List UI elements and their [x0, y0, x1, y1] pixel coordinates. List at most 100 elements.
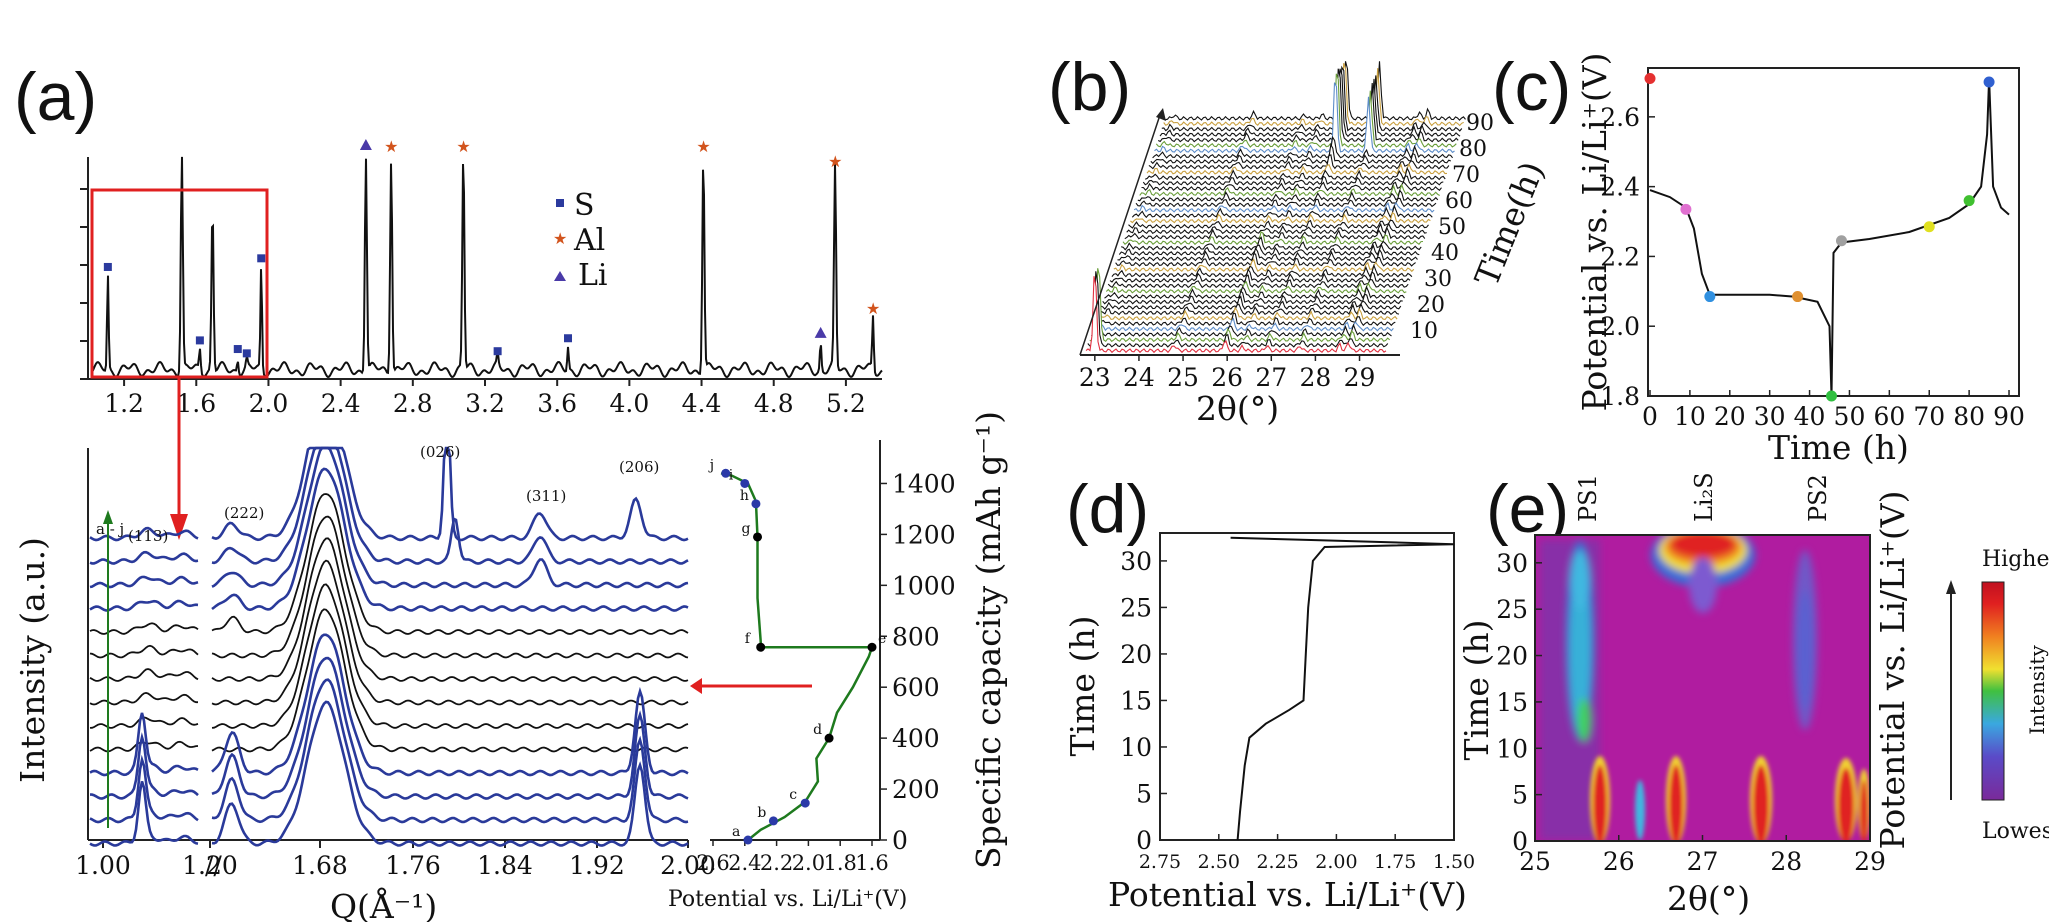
legend-square-icon — [556, 199, 564, 207]
waterfall-fill — [1143, 176, 1444, 188]
x-tick-label: 4.8 — [754, 389, 794, 418]
x-tick-label: 1.92 — [569, 851, 625, 880]
waterfall-curve — [1130, 211, 1431, 224]
x-tick-label: 2.8 — [393, 389, 433, 418]
state-label-g: g — [742, 521, 751, 537]
e-label-ps2: PS2 — [1804, 474, 1832, 522]
s-peak-marker — [103, 262, 112, 271]
a-right-y-label: Specific capacity (mAh g⁻¹) — [969, 411, 1008, 869]
s-peak-marker — [257, 254, 266, 263]
waterfall-curve — [1109, 268, 1411, 283]
d-y-label: Time (h) — [1063, 616, 1102, 757]
c-state-point — [1983, 76, 1995, 88]
b-waterfall-curves — [1085, 61, 1466, 355]
x-tick-label: 1.6 — [855, 851, 888, 875]
a-top-y-ticks — [80, 188, 88, 380]
c-points — [1644, 72, 1995, 402]
c-state-point — [1644, 72, 1656, 84]
x-tick-label: 3.2 — [465, 389, 505, 418]
arrow-up-icon — [1156, 108, 1166, 121]
waterfall-curve — [1133, 201, 1435, 213]
waterfall-curve — [1117, 246, 1418, 262]
y-tick-label: 0 — [1136, 826, 1152, 855]
panel-d: 2.75 2.50 2.25 2.00 1.75 1.50 0 5 10 15 20 25 30 Pot… — [1063, 532, 1475, 914]
waterfall-curve — [1159, 68, 1461, 138]
c-state-point — [1704, 291, 1716, 303]
a-top-pattern-curve — [91, 156, 883, 379]
y-tick-label: 2.4 — [1600, 173, 1640, 202]
waterfall-curve — [1102, 290, 1403, 305]
y-tick-label: 5 — [1136, 779, 1152, 808]
panel-label-a: (a) — [14, 59, 97, 135]
waterfall-curve — [1161, 65, 1463, 132]
y-tick-label: 2.0 — [1600, 312, 1640, 341]
x-tick-label: 1.50 — [1433, 851, 1475, 873]
waterfall-curve — [1093, 317, 1394, 332]
x-tick-label: 24 — [1123, 363, 1155, 392]
x-tick-label: 1.6 — [176, 389, 216, 418]
e-y-label: Time (h) — [1457, 620, 1496, 761]
y-tick-label: 200 — [892, 775, 940, 804]
waterfall-curve — [1115, 253, 1416, 267]
state-point-j — [721, 468, 731, 478]
waterfall-curve — [1146, 162, 1448, 175]
time-tick-label: 80 — [1459, 137, 1487, 162]
y-tick-label: 2.2 — [1600, 242, 1640, 271]
s-peak-marker — [564, 334, 573, 343]
waterfall-curve — [1104, 285, 1405, 300]
c-y-label: Potential vs. Li/Li⁺(V) — [1575, 53, 1614, 412]
waterfall-curve — [1142, 175, 1444, 186]
waterfall-curve — [1098, 302, 1400, 316]
state-label-c: c — [789, 787, 797, 803]
c-state-point — [1680, 203, 1692, 215]
waterfall-curve — [1087, 271, 1389, 348]
x-tick-label: 25 — [1167, 363, 1199, 392]
y-tick-label: 0 — [892, 826, 908, 855]
c-state-point — [1792, 291, 1804, 303]
x-tick-label: 1.2 — [104, 389, 144, 418]
state-label-i: i — [729, 467, 734, 483]
waterfall-curve — [1085, 276, 1387, 354]
y-tick-label: 15 — [1120, 686, 1152, 715]
waterfall-curve — [1135, 197, 1437, 208]
c-voltage-curve — [1649, 78, 2010, 397]
x-tick-label: 27 — [1687, 847, 1719, 876]
x-tick-label: 1.76 — [385, 851, 441, 880]
b-depth-axis — [1079, 114, 1161, 356]
y-tick-label: 600 — [892, 673, 940, 702]
x-tick-label: 2.25 — [1256, 851, 1298, 873]
x-tick-label: 1.8 — [823, 851, 856, 875]
al-peak-marker: ★ — [866, 299, 880, 318]
e-ticks: 25 26 27 28 29 0 5 10 15 20 25 30 — [1496, 549, 1886, 876]
a-right-ticks: 2.62.42.22.01.81.60 200 400 600 800 1000 1200 1… — [696, 469, 955, 875]
waterfall-curve — [1165, 61, 1466, 121]
y-tick-label: 25 — [1496, 595, 1528, 624]
al-peak-marker: ★ — [384, 137, 398, 156]
d-ticks: 2.75 2.50 2.25 2.00 1.75 1.50 0 5 10 15 20 25 30 — [1120, 547, 1475, 873]
al-peak-marker: ★ — [828, 152, 842, 171]
x-tick-label: 1.20 — [182, 851, 238, 880]
s-peak-marker — [493, 347, 502, 356]
y-tick-label: 10 — [1496, 734, 1528, 763]
a-right-x-label: Potential vs. Li/Li⁺(V) — [668, 887, 907, 912]
panel-label-c: (c) — [1492, 49, 1571, 125]
y-tick-label: 1200 — [892, 520, 956, 549]
a-top-x-ticks: 1.2 1.6 2.0 2.4 2.8 3.2 3.6 4.0 4.4 4.8 5.2 — [104, 379, 866, 418]
a-right-points: a b c d e f g hij — [708, 457, 886, 845]
waterfall-curve — [1144, 166, 1446, 181]
y-tick-label: 1400 — [892, 469, 956, 498]
waterfall-curve — [1124, 225, 1426, 240]
e-heatmap — [1535, 535, 1870, 841]
waterfall-fill — [1093, 318, 1394, 334]
time-tick-label: 50 — [1438, 215, 1466, 240]
panel-c: 0 10 20 30 40 50 60 70 80 90 1.8 2.0 2.2 2.4 2.6 Time … — [1575, 53, 2025, 467]
x-tick-label: 30 — [1754, 402, 1786, 431]
waterfall-curve — [1148, 154, 1450, 170]
x-tick-label: 1.00 — [75, 851, 131, 880]
x-tick-label: 90 — [1993, 402, 2025, 431]
e-x-label: 2θ(°) — [1667, 879, 1750, 918]
potential-arrow — [690, 678, 812, 694]
c-x-label: Time (h) — [1768, 428, 1909, 467]
waterfall-curve — [1113, 258, 1415, 273]
